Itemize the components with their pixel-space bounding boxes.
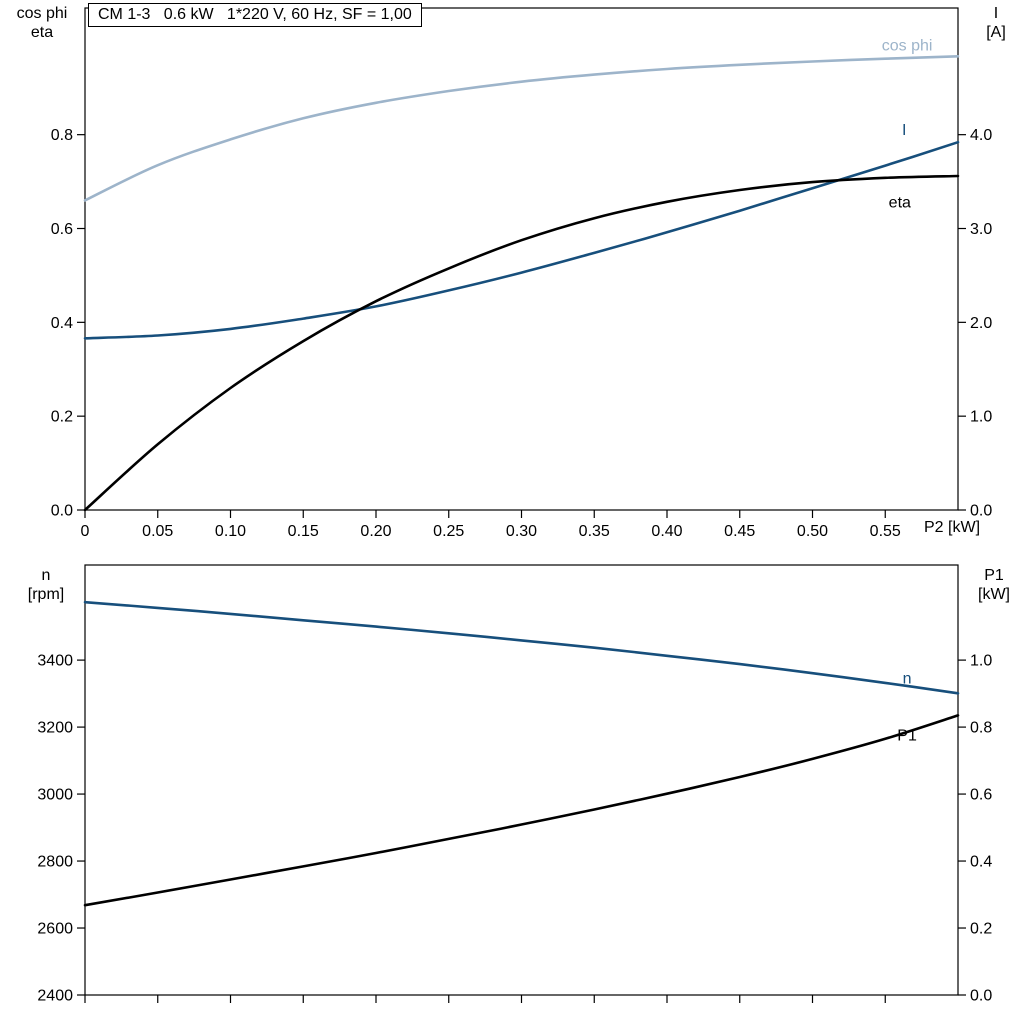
x-axis-tick-label: 0.45 xyxy=(724,523,755,540)
left-axis-tick-label: 3000 xyxy=(37,787,73,804)
left-axis-title-line1: cos phi xyxy=(16,5,68,22)
right-axis-tick-label: 0.8 xyxy=(970,720,992,737)
left-axis-tick-label: 2600 xyxy=(37,921,73,938)
left-axis-tick-label: 0.8 xyxy=(51,127,73,144)
right-axis-tick-label: 1.0 xyxy=(970,653,992,670)
right-axis-tick-label: 0.0 xyxy=(970,503,992,520)
left-axis-title-line2: [rpm] xyxy=(27,586,65,603)
series-curve-eta xyxy=(83,174,960,512)
series-label-n: n xyxy=(903,671,912,688)
series-label-eta: eta xyxy=(889,195,911,212)
series-curve-cos-phi xyxy=(83,55,960,202)
right-axis-tick-label: 0.4 xyxy=(970,854,992,871)
left-axis-tick-label: 0.2 xyxy=(51,409,73,426)
top-chart-left-axis-title: cos phi eta xyxy=(4,4,80,42)
right-axis-tick-label: 0.6 xyxy=(970,787,992,804)
left-axis-tick-label: 2800 xyxy=(37,854,73,871)
bottom-chart-right-axis-title: P1 [kW] xyxy=(966,566,1022,604)
left-axis-tick-label: 0.4 xyxy=(51,315,73,332)
left-axis-tick-label: 0.0 xyxy=(51,503,73,520)
bottom-chart-left-axis-title: n [rpm] xyxy=(12,566,80,604)
right-axis-title-line1: P1 xyxy=(984,567,1004,584)
plot-frame xyxy=(84,7,959,511)
left-axis-title-line1: n xyxy=(41,567,51,584)
series-curve-I xyxy=(83,140,960,340)
right-axis-title-line2: [kW] xyxy=(978,586,1010,603)
series-label-P1: P1 xyxy=(897,727,917,744)
chart-title-box: CM 1-3 0.6 kW 1*220 V, 60 Hz, SF = 1,00 xyxy=(88,3,422,27)
x-axis-tick-label: 0.55 xyxy=(870,523,901,540)
right-axis-tick-label: 4.0 xyxy=(970,127,992,144)
left-axis-tick-label: 3400 xyxy=(37,653,73,670)
top-chart-right-axis-title: I [A] xyxy=(972,4,1020,42)
right-axis-tick-label: 0.0 xyxy=(970,988,992,1005)
x-axis-label: P2 [kW] xyxy=(924,519,981,536)
x-axis-tick-label: 0.40 xyxy=(651,523,682,540)
left-axis-tick-label: 0.6 xyxy=(51,221,73,238)
x-axis-tick-label: 0.15 xyxy=(288,523,319,540)
series-curve-P1 xyxy=(83,714,960,907)
right-axis-tick-label: 2.0 xyxy=(970,315,992,332)
right-axis-tick-label: 1.0 xyxy=(970,409,992,426)
right-axis-title-line2: [A] xyxy=(986,24,1006,41)
series-curve-n xyxy=(83,600,960,695)
series-label-cos-phi: cos phi xyxy=(882,38,933,55)
x-axis-tick-label: 0.20 xyxy=(360,523,391,540)
right-axis-tick-label: 0.2 xyxy=(970,921,992,938)
x-axis-tick-label: 0.35 xyxy=(579,523,610,540)
x-axis-tick-label: 0.10 xyxy=(215,523,246,540)
x-axis-tick-label: 0.25 xyxy=(433,523,464,540)
x-axis-tick-label: 0.05 xyxy=(142,523,173,540)
series-label-I: I xyxy=(902,122,906,139)
left-axis-tick-label: 2400 xyxy=(37,988,73,1005)
right-axis-title-line1: I xyxy=(993,5,999,22)
left-axis-title-line2: eta xyxy=(30,24,54,41)
right-axis-tick-label: 3.0 xyxy=(970,221,992,238)
x-axis-tick-label: 0.50 xyxy=(797,523,828,540)
x-axis-tick-label: 0.30 xyxy=(506,523,537,540)
left-axis-tick-label: 3200 xyxy=(37,720,73,737)
plot-frame xyxy=(84,564,959,996)
x-axis-tick-label: 0 xyxy=(81,523,90,540)
